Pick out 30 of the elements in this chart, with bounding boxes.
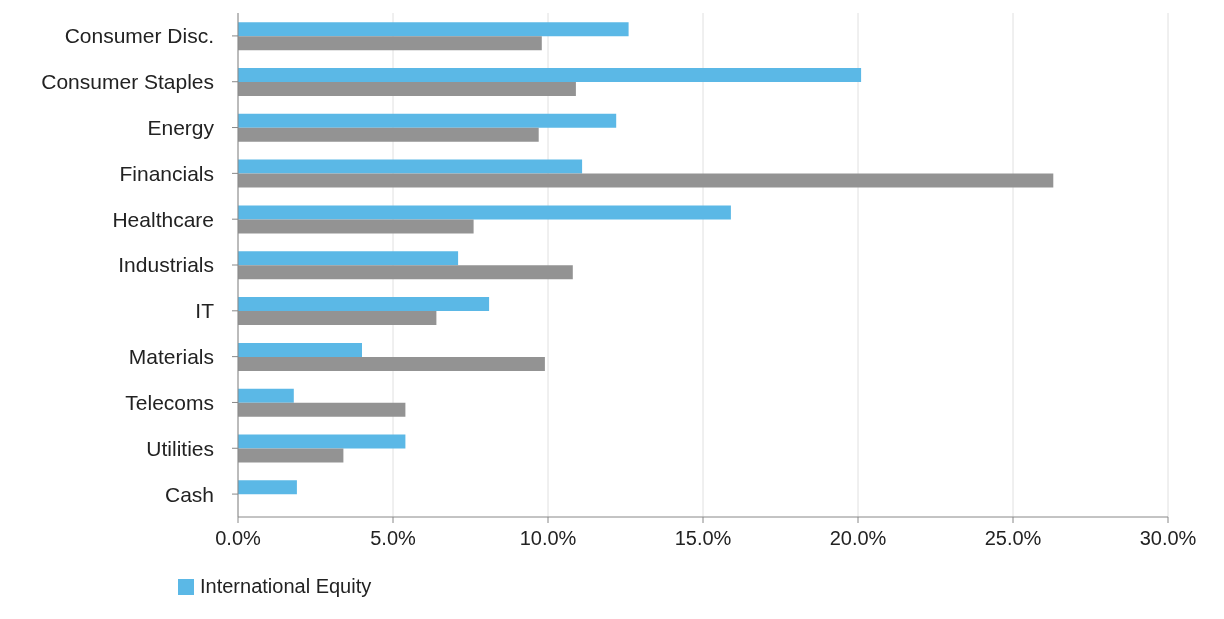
y-tick-label: Materials <box>128 345 214 369</box>
x-tick-label: 20.0% <box>829 527 887 550</box>
y-tick-label: Telecoms <box>125 390 214 414</box>
y-tick-label: IT <box>195 299 215 323</box>
legend-label: International Equity <box>199 575 372 598</box>
bar <box>238 67 862 82</box>
y-tick-label: Consumer Staples <box>41 70 214 94</box>
bar <box>238 205 731 220</box>
bar <box>238 342 362 357</box>
x-tick-label: 15.0% <box>674 527 732 550</box>
y-tick-label: Industrials <box>118 253 214 277</box>
x-tick-label: 25.0% <box>984 527 1042 550</box>
y-tick-label: Energy <box>147 116 215 139</box>
bar <box>238 159 583 174</box>
x-tick-label: 10.0% <box>519 527 577 550</box>
x-tick-label: 30.0% <box>1139 527 1197 550</box>
bar <box>238 113 617 128</box>
y-tick-label: Cash <box>164 482 214 506</box>
bar <box>238 388 294 403</box>
bar <box>238 480 297 495</box>
bar <box>238 251 459 266</box>
y-tick-label: Financials <box>119 161 214 185</box>
y-tick-label: Consumer Disc. <box>64 24 214 48</box>
y-tick-label: Healthcare <box>112 207 214 231</box>
x-tick-label: 0.0% <box>215 527 262 550</box>
bar <box>238 297 490 312</box>
bar <box>238 434 406 449</box>
bar <box>238 22 629 37</box>
y-tick-label: Utilities <box>146 436 214 460</box>
x-tick-label: 5.0% <box>370 527 417 550</box>
